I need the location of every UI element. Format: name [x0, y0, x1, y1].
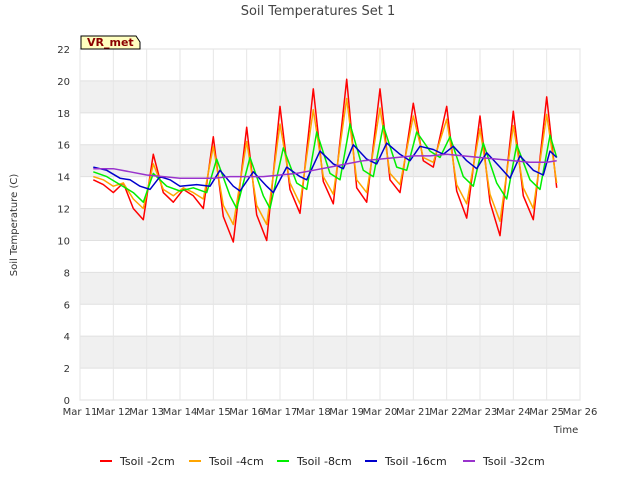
- site-label-box: VR_met: [80, 35, 141, 50]
- series-line: [93, 97, 558, 226]
- site-label: VR_met: [87, 36, 134, 49]
- y-tick-label: 4: [64, 332, 70, 343]
- grid-band: [80, 272, 580, 305]
- x-tick-label: Mar 13: [129, 407, 164, 418]
- y-tick-label: 6: [64, 300, 70, 311]
- legend-label: Tsoil -16cm: [384, 455, 447, 468]
- legend-label: Tsoil -4cm: [208, 455, 264, 468]
- x-tick-label: Mar 26: [563, 407, 598, 418]
- chart-title: Soil Temperatures Set 1: [241, 4, 396, 19]
- y-tick-label: 20: [57, 77, 70, 88]
- y-tick-label: 22: [57, 45, 70, 56]
- y-axis-label: Soil Temperature (C): [9, 174, 20, 277]
- y-tick-label: 14: [57, 173, 70, 184]
- x-tick-label: Mar 17: [263, 407, 298, 418]
- y-tick-label: 8: [64, 268, 70, 279]
- legend-label: Tsoil -2cm: [119, 455, 175, 468]
- y-tick-label: 18: [57, 109, 70, 120]
- plot-background: [79, 48, 581, 401]
- x-tick-label: Mar 18: [296, 407, 331, 418]
- x-tick-label: Mar 24: [496, 407, 531, 418]
- x-tick-label: Mar 14: [163, 407, 198, 418]
- grid-band: [80, 208, 580, 241]
- grid-band: [80, 336, 580, 369]
- x-tick-label: Mar 16: [229, 407, 264, 418]
- legend-label: Tsoil -8cm: [296, 455, 352, 468]
- x-tick-label: Mar 19: [329, 407, 364, 418]
- x-tick-label: Mar 11: [63, 407, 98, 418]
- legend-label: Tsoil -32cm: [482, 455, 545, 468]
- x-axis-label: Time: [553, 425, 578, 436]
- series-line: [93, 142, 558, 194]
- y-tick-label: 12: [57, 205, 70, 216]
- x-tick-label: Mar 25: [529, 407, 564, 418]
- x-tick-label: Mar 20: [363, 407, 398, 418]
- grid-lines: [79, 48, 581, 401]
- y-tick-label: 16: [57, 141, 70, 152]
- x-tick-label: Mar 23: [463, 407, 498, 418]
- y-tick-labels: 0 2 4 6 8 10 12 14 16 18 20 22: [57, 45, 70, 407]
- y-tick-label: 0: [64, 396, 70, 407]
- x-tick-label: Mar 12: [96, 407, 131, 418]
- x-tick-label: Mar 21: [396, 407, 431, 418]
- legend: Tsoil -2cm Tsoil -4cm Tsoil -8cm Tsoil -16c…: [100, 455, 545, 468]
- series-lines: [92, 78, 558, 243]
- series-line: [93, 153, 557, 179]
- grid-band: [80, 80, 580, 113]
- x-tick-label: Mar 22: [429, 407, 464, 418]
- x-tick-label: Mar 15: [196, 407, 231, 418]
- y-tick-label: 10: [57, 236, 70, 247]
- y-tick-label: 2: [64, 364, 70, 375]
- series-line: [93, 123, 558, 210]
